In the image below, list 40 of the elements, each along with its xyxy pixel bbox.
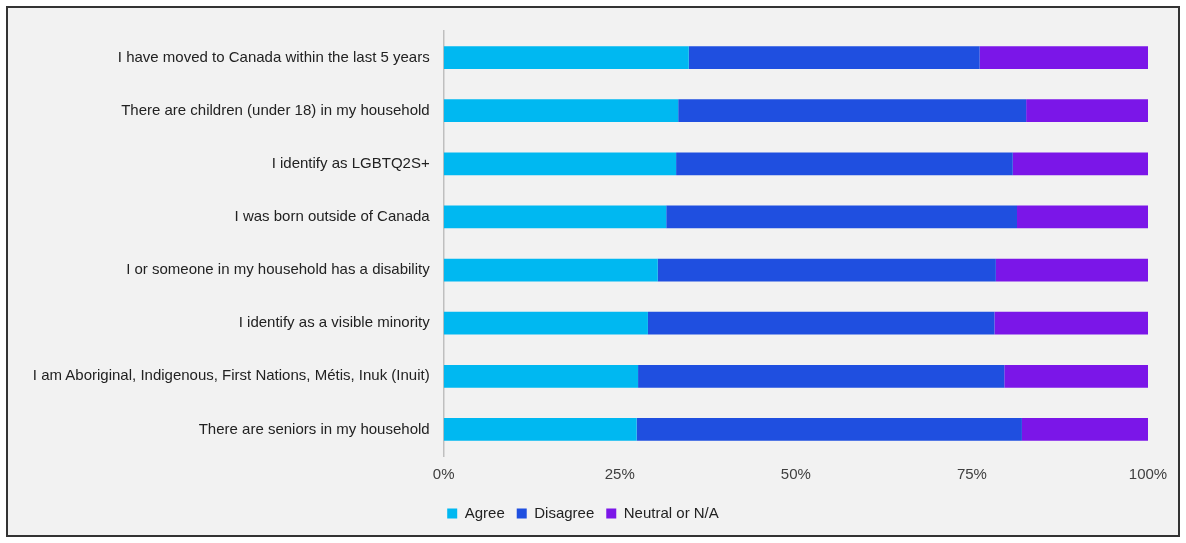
y-tick-label: I was born outside of Canada — [234, 207, 431, 225]
bar — [443, 418, 637, 441]
bar — [638, 364, 1005, 388]
bar — [678, 99, 1027, 123]
y-tick-label: I have moved to Canada within the last 5 years — [117, 47, 430, 65]
bar — [1004, 364, 1148, 388]
bar — [443, 364, 639, 388]
y-tick-label: I identify as LGBTQ2S+ — [271, 153, 430, 171]
x-tick-label: 0% — [432, 465, 455, 483]
bar — [443, 46, 689, 69]
y-tick-label: I identify as a visible minority — [238, 313, 431, 331]
bar — [676, 152, 1013, 176]
x-tick-label: 25% — [604, 465, 635, 483]
bar — [688, 46, 980, 69]
bar — [636, 418, 1022, 441]
bar — [1012, 152, 1148, 176]
y-tick-label: I or someone in my household has a disability — [126, 260, 431, 278]
bar — [666, 205, 1017, 229]
y-tick-label: I am Aboriginal, Indigenous, First Nations, Métis, Inuk (Inuit) — [32, 366, 430, 384]
bar — [443, 152, 677, 176]
bar — [1026, 99, 1148, 123]
legend-label: Agree — [464, 503, 505, 521]
y-tick-label: There are seniors in my household — [198, 419, 430, 437]
bar — [647, 311, 995, 335]
bar — [443, 311, 648, 335]
bar — [443, 258, 658, 282]
x-tick-label: 50% — [780, 465, 811, 483]
legend-label: Neutral or N/A — [623, 503, 719, 521]
bar — [979, 46, 1148, 69]
x-tick-label: 75% — [956, 465, 987, 483]
y-tick-label: There are children (under 18) in my household — [121, 100, 430, 118]
bar — [994, 311, 1148, 335]
bar — [1016, 205, 1148, 229]
bar — [1021, 418, 1148, 441]
bar — [443, 205, 667, 229]
bar — [995, 258, 1148, 282]
x-tick-label: 100% — [1128, 465, 1168, 483]
bar — [657, 258, 996, 282]
bar — [443, 99, 679, 123]
legend-label: Disagree — [534, 503, 595, 521]
